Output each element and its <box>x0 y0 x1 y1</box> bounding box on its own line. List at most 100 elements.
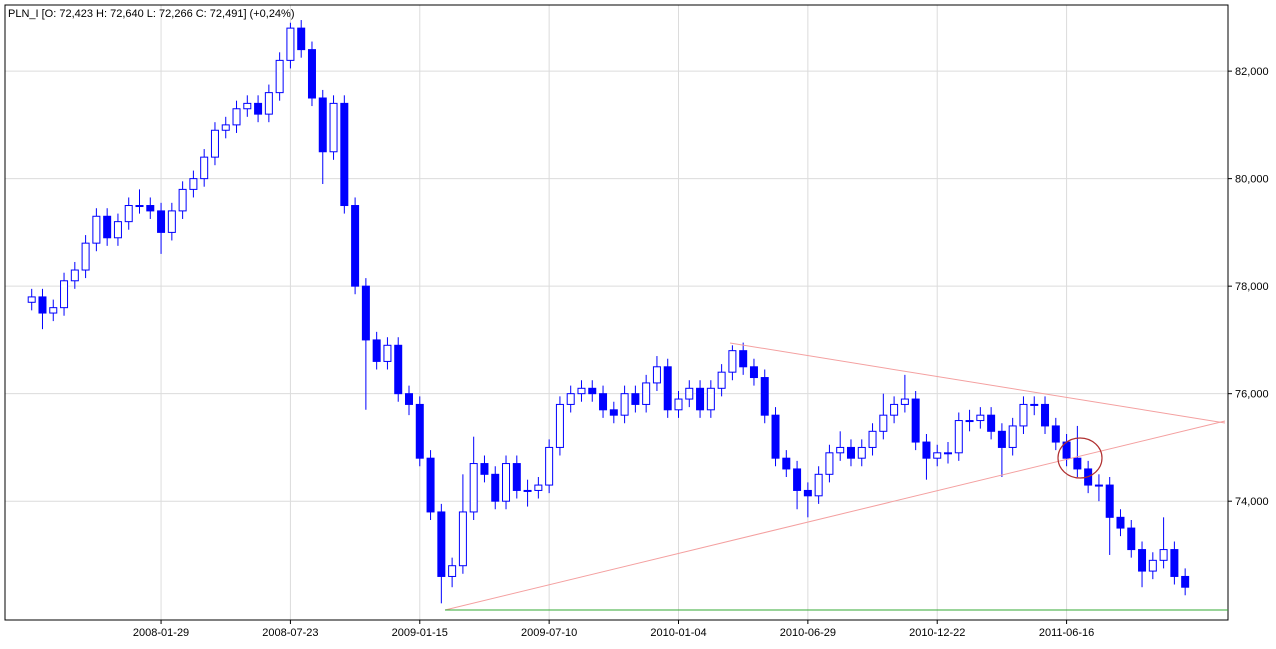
candle-body <box>49 307 58 314</box>
candle-body <box>631 393 640 405</box>
candle-body <box>588 387 597 395</box>
candle-body <box>426 457 435 513</box>
candle-body <box>1073 457 1082 470</box>
y-tick-label: 80,000 <box>1235 174 1269 186</box>
y-tick-label: 78,000 <box>1235 281 1269 293</box>
candle-body <box>857 446 866 459</box>
candle-body <box>879 414 888 432</box>
candle-body <box>545 446 554 486</box>
candle-body <box>297 27 306 51</box>
highlight-circle <box>1057 437 1103 479</box>
candle-body <box>103 215 112 239</box>
candle-body <box>523 489 532 492</box>
candle-body <box>739 350 748 368</box>
candle-body <box>944 452 952 455</box>
x-tick-label: 2009-07-10 <box>521 627 577 639</box>
candle-body <box>1181 575 1190 588</box>
candle-body <box>502 463 511 502</box>
candle-body <box>286 27 295 61</box>
candle-body <box>782 457 791 470</box>
candle-body <box>803 489 812 497</box>
candle-body <box>976 414 985 422</box>
candle-body <box>167 210 176 233</box>
candle-body <box>307 49 316 99</box>
candle-body <box>599 393 608 411</box>
candle-body <box>890 403 899 416</box>
candle-body <box>1159 549 1168 561</box>
candle-body <box>696 387 705 411</box>
candle-body <box>836 446 845 454</box>
candle-body <box>706 387 715 411</box>
candle-body <box>922 441 931 459</box>
candle-body <box>27 296 36 303</box>
candle-body <box>674 398 683 411</box>
candle-body <box>933 452 942 459</box>
x-tick-label: 2010-06-29 <box>780 627 836 639</box>
candle-body <box>846 446 855 459</box>
candle-body <box>318 97 327 153</box>
candle-body <box>372 339 381 362</box>
candle-body <box>997 430 1006 448</box>
candle-body <box>868 430 877 448</box>
candle-body <box>458 511 467 567</box>
candle-body <box>512 463 521 491</box>
candle-body <box>383 344 392 362</box>
candle-body <box>577 387 586 395</box>
candle-body <box>1019 403 1028 427</box>
candle-body <box>70 269 79 282</box>
candle-body <box>1170 549 1179 577</box>
candle-body <box>717 371 726 389</box>
candle-body <box>793 468 802 491</box>
candle-body <box>394 344 403 395</box>
candle-body <box>534 484 543 491</box>
candle-body <box>954 420 963 454</box>
candle-body <box>232 108 241 126</box>
candle-body <box>555 403 564 448</box>
candle-body <box>1138 549 1147 572</box>
x-tick-label: 2010-01-04 <box>650 627 706 639</box>
candle-body <box>620 393 629 416</box>
candle-body <box>113 221 122 239</box>
candle-body <box>329 102 338 153</box>
candle-body <box>1030 403 1039 406</box>
candle-body <box>189 178 198 190</box>
candle-body <box>243 102 252 110</box>
candle-body <box>1127 527 1136 551</box>
trend-line <box>729 342 1226 424</box>
candle-body <box>491 473 500 502</box>
trend-line <box>444 420 1226 611</box>
y-tick-label: 74,000 <box>1235 496 1269 508</box>
candle-body <box>124 205 133 223</box>
candle-body <box>900 398 909 405</box>
candle-body <box>1051 425 1060 443</box>
x-tick-label: 2010-12-22 <box>909 627 965 639</box>
candle-body <box>448 565 457 577</box>
y-tick-label: 76,000 <box>1235 389 1269 401</box>
candle-body <box>749 366 758 379</box>
candle-body <box>771 414 780 459</box>
candle-body <box>264 92 273 115</box>
candle-body <box>1008 425 1017 448</box>
chart-title: PLN_I [O: 72,423 H: 72,640 L: 72,266 C: … <box>8 8 295 20</box>
candle-body <box>221 124 230 131</box>
candle-body <box>480 463 489 475</box>
candle-body <box>642 382 651 405</box>
candle-body <box>340 102 349 207</box>
candle-body <box>965 420 974 423</box>
candle-body <box>351 205 360 287</box>
candle-body <box>911 398 920 443</box>
candle-body <box>685 387 694 400</box>
candle-body <box>361 285 370 341</box>
candle-body <box>663 366 672 411</box>
candle-body <box>210 129 219 158</box>
candle-body <box>1041 403 1050 427</box>
candle-body <box>405 393 413 405</box>
candle-body <box>728 350 737 373</box>
candle-body <box>60 280 69 309</box>
candle-body <box>92 215 101 244</box>
candles <box>27 20 1190 604</box>
candle-body <box>825 452 834 475</box>
labels: 74,000 76,000 78,000 80,000 82,000 2008-01-29… <box>133 66 1269 639</box>
